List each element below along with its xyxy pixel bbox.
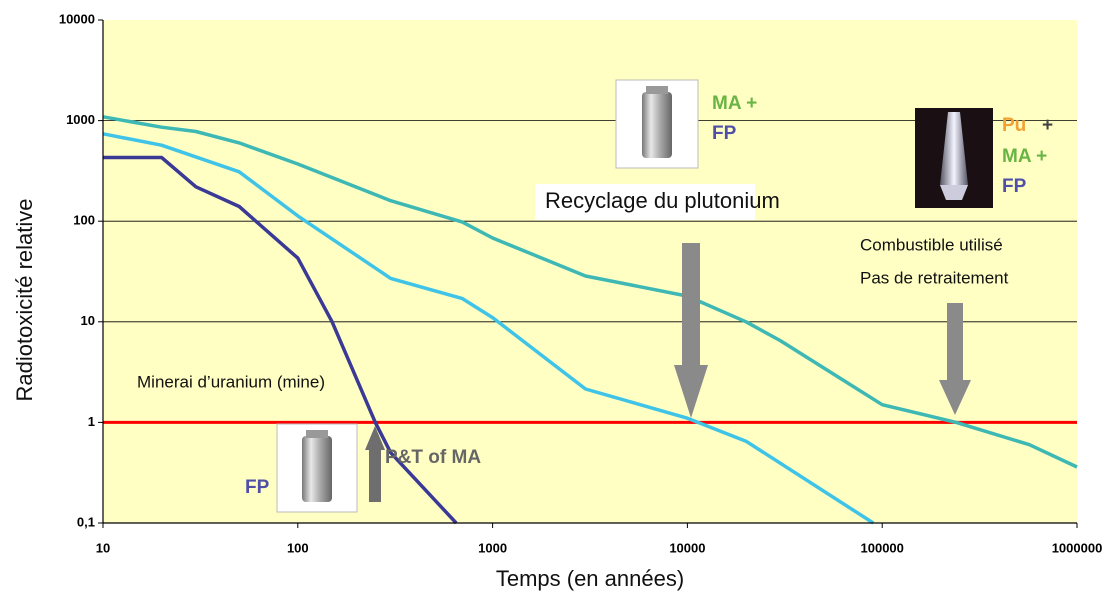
arrow <box>939 303 971 415</box>
x-axis-title: Temps (en années) <box>496 566 684 591</box>
x-tick-label: 1000000 <box>1052 540 1103 555</box>
label-background <box>535 184 755 220</box>
grid <box>103 120 1077 424</box>
annotation: Combustible utilisé <box>860 235 1003 254</box>
annotation: Pu <box>1002 115 1026 136</box>
annotation: Minerai d’uranium (mine) <box>137 372 325 391</box>
ticks: 0,1 1 10 100 1000 10000 10 100 1000 10000 100000 10… <box>59 11 1102 555</box>
x-tick-label: 10000 <box>669 540 705 555</box>
arrow <box>674 243 708 418</box>
series-line <box>103 155 458 525</box>
series-line <box>102 115 1078 469</box>
canister-image-1 <box>615 79 699 169</box>
plot-area <box>103 20 1077 523</box>
annotation: Recyclage du plutonium <box>545 188 780 213</box>
x-tick-label: 100 <box>287 540 309 555</box>
annotation: Pas de retraitement <box>860 268 1009 287</box>
annotation: MA + <box>1002 146 1047 167</box>
y-tick-label: 100 <box>73 213 95 228</box>
y-tick-label: 10 <box>81 313 95 328</box>
x-tick-label: 1000 <box>478 540 507 555</box>
y-tick-label: 10000 <box>59 11 95 26</box>
annotation: P&T of MA <box>385 447 481 468</box>
lines <box>102 115 1078 525</box>
annotation: + <box>1042 115 1053 136</box>
annotation: MA + <box>712 93 757 114</box>
x-tick-label: 100000 <box>861 540 904 555</box>
annotation: FP <box>245 477 270 498</box>
annotation: FP <box>712 123 737 144</box>
fuel-assembly-image <box>915 108 993 208</box>
x-tick-label: 10 <box>96 540 110 555</box>
canister-image-2 <box>276 423 358 513</box>
y-tick-label: 1 <box>88 414 95 429</box>
y-tick-label: 1000 <box>66 112 95 127</box>
arrow <box>365 426 385 502</box>
y-axis-title: Radiotoxicité relative <box>12 199 37 402</box>
series-line <box>102 132 875 525</box>
annotation: FP <box>1002 176 1027 197</box>
y-tick-label: 0,1 <box>77 514 95 529</box>
